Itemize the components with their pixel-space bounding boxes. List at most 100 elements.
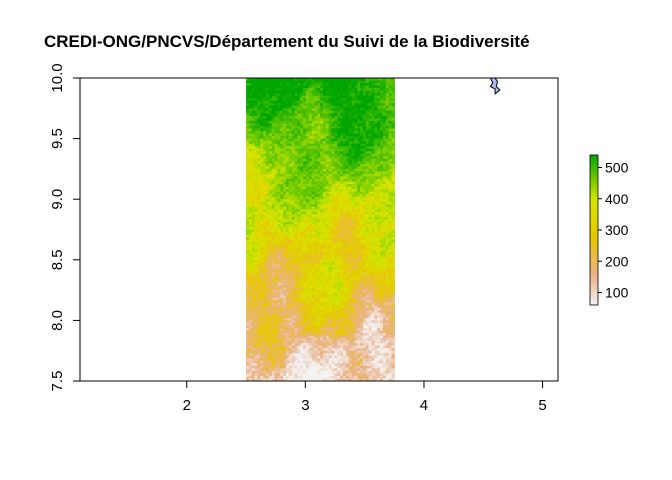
raster-cell <box>311 143 316 147</box>
raster-cell <box>257 110 261 114</box>
raster-cell <box>391 146 395 150</box>
raster-cell <box>328 221 333 226</box>
raster-cell <box>297 191 301 195</box>
raster-cell <box>311 244 316 248</box>
raster-cell <box>288 219 293 223</box>
raster-cell <box>331 307 336 311</box>
raster-cell <box>380 131 384 135</box>
raster-cell <box>254 315 259 319</box>
raster-cell <box>266 78 270 82</box>
raster-cell <box>277 239 281 243</box>
raster-cell <box>325 204 330 208</box>
raster-cell <box>351 280 355 284</box>
raster-cell <box>266 90 270 94</box>
raster-cell <box>311 181 316 185</box>
raster-cell <box>371 179 375 183</box>
raster-cell <box>360 123 364 127</box>
raster-cell <box>334 242 338 246</box>
raster-cell <box>357 280 361 284</box>
raster-cell <box>260 285 264 289</box>
raster-cell <box>348 133 353 137</box>
raster-cell <box>285 100 290 104</box>
raster-cell <box>317 262 321 266</box>
raster-cell <box>377 153 381 157</box>
raster-cell <box>248 209 253 213</box>
raster-cell <box>303 302 307 306</box>
raster-cell <box>365 110 370 114</box>
raster-cell <box>357 264 361 268</box>
raster-cell <box>274 282 279 286</box>
raster-cell <box>297 148 301 152</box>
raster-cell <box>331 214 336 218</box>
raster-cell <box>328 153 333 157</box>
raster-cell <box>294 216 298 221</box>
raster-cell <box>285 247 290 251</box>
raster-cell <box>382 158 387 162</box>
raster-cell <box>314 300 318 304</box>
raster-cell <box>325 244 330 248</box>
raster-cell <box>354 143 358 147</box>
raster-cell <box>266 264 270 268</box>
raster-cell <box>351 226 355 231</box>
raster-cell <box>331 90 336 94</box>
raster-cell <box>294 307 298 311</box>
raster-cell <box>291 131 296 135</box>
raster-cell <box>362 221 367 226</box>
raster-cell <box>345 239 350 243</box>
raster-cell <box>274 229 279 233</box>
raster-cell <box>251 237 256 241</box>
raster-cell <box>274 244 279 248</box>
raster-cell <box>266 181 270 185</box>
raster-cell <box>311 285 316 289</box>
raster-cell <box>254 320 259 324</box>
raster-cell <box>371 216 375 221</box>
raster-cell <box>277 151 281 155</box>
raster-cell <box>345 274 350 279</box>
raster-cell <box>308 315 313 319</box>
raster-cell <box>385 168 390 173</box>
raster-cell <box>351 229 355 233</box>
raster-cell <box>343 125 347 130</box>
raster-cell <box>371 161 375 165</box>
raster-cell <box>317 305 321 309</box>
raster-cell <box>360 206 364 210</box>
raster-cell <box>391 290 395 294</box>
raster-cell <box>340 196 344 200</box>
raster-cell <box>340 201 344 205</box>
raster-cell <box>294 184 298 188</box>
raster-cell <box>277 88 281 92</box>
raster-cell <box>351 201 355 205</box>
raster-cell <box>277 295 281 299</box>
raster-cell <box>360 133 364 137</box>
raster-cell <box>303 272 307 276</box>
raster-cell <box>263 176 267 180</box>
raster-cell <box>354 123 358 127</box>
raster-cell <box>251 302 256 306</box>
raster-cell <box>340 249 344 253</box>
raster-cell <box>246 307 250 311</box>
raster-cell <box>294 83 298 87</box>
raster-cell <box>357 234 361 238</box>
raster-cell <box>371 226 375 231</box>
raster-cell <box>325 295 330 299</box>
raster-cell <box>380 274 384 279</box>
raster-cell <box>311 297 316 301</box>
raster-cell <box>305 158 310 162</box>
raster-cell <box>311 262 316 266</box>
raster-cell <box>365 194 370 198</box>
raster-cell <box>368 232 373 236</box>
raster-cell <box>368 285 373 289</box>
raster-cell <box>385 120 390 125</box>
raster-cell <box>337 242 341 246</box>
raster-cell <box>382 206 387 210</box>
raster-cell <box>377 90 381 94</box>
raster-cell <box>337 317 341 322</box>
raster-cell <box>388 115 393 120</box>
raster-cell <box>323 156 327 160</box>
raster-cell <box>285 85 290 89</box>
raster-cell <box>368 287 373 291</box>
raster-cell <box>254 83 259 87</box>
raster-cell <box>285 219 290 223</box>
raster-cell <box>328 257 333 261</box>
raster-cell <box>266 120 270 125</box>
